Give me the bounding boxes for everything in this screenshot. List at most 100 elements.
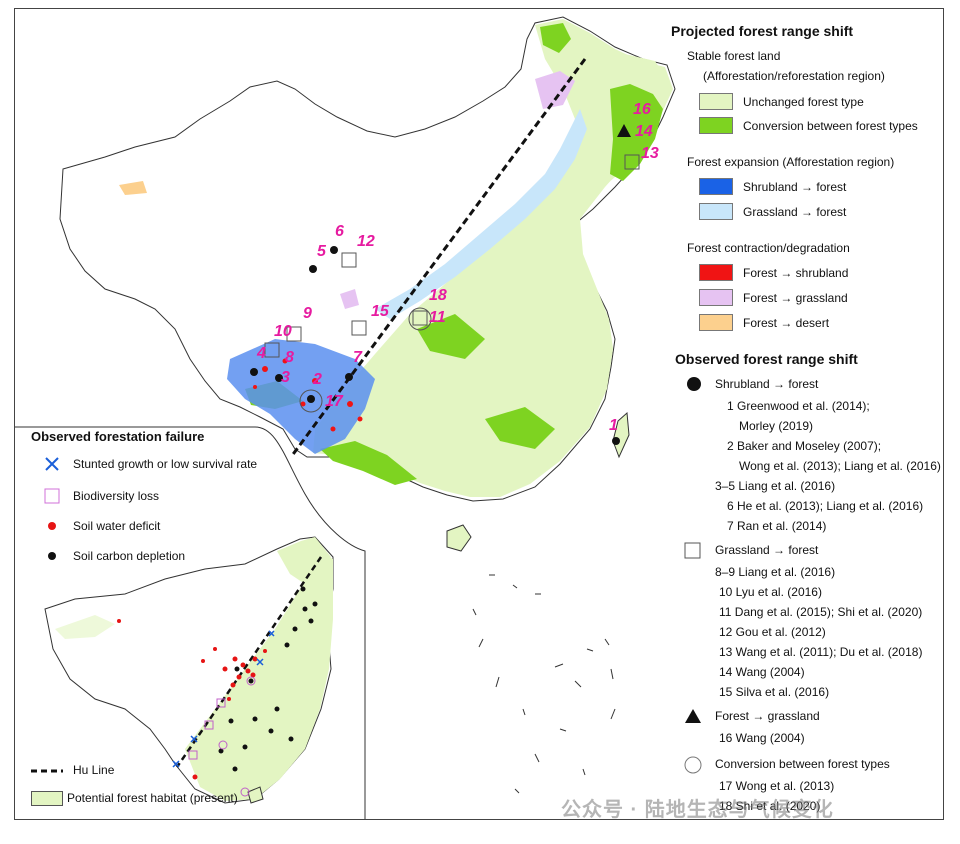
ref-2a: 2 Baker and Moseley (2007); xyxy=(727,439,882,453)
ref-3-5: 3–5 Liang et al. (2016) xyxy=(715,479,836,493)
forest-desert-patch xyxy=(119,181,147,195)
forest-grass-patch xyxy=(535,71,575,109)
marker-grass-forest-11 xyxy=(412,310,428,326)
swatch-unchanged xyxy=(699,93,733,110)
swatch-conversion xyxy=(699,117,733,134)
observed-markers xyxy=(250,124,640,445)
map-number-12: 12 xyxy=(357,233,375,250)
map-number-11: 11 xyxy=(429,309,446,326)
ref-15: 15 Silva et al. (2016) xyxy=(719,685,830,699)
ref-1a: 1 Greenwood et al. (2014); xyxy=(727,399,870,413)
map-number-16: 16 xyxy=(633,101,651,118)
legend-projected-title: Projected forest range shift xyxy=(671,23,854,39)
inset-map xyxy=(44,536,334,804)
symbol-open-circle xyxy=(684,756,702,774)
swatch-forest-shrub xyxy=(699,264,733,281)
conversion-northeast xyxy=(610,84,663,181)
black-dot-icon xyxy=(48,552,56,560)
ref-17: 17 Wong et al. (2013) xyxy=(719,779,835,793)
inset-hu-line: Hu Line xyxy=(73,763,115,777)
legend-observed-title: Observed forest range shift xyxy=(675,351,858,367)
ref-18: 18 Shi et al. (2020) xyxy=(719,799,821,813)
ref-1b: Morley (2019) xyxy=(739,419,814,433)
map-number-8: 8 xyxy=(285,349,294,366)
ref-6: 6 He et al. (2013); Liang et al. (2016) xyxy=(727,499,924,513)
swatch-forest-desert xyxy=(699,314,733,331)
marker-grass-forest-15 xyxy=(351,320,367,336)
map-number-13: 13 xyxy=(641,145,659,162)
conversion-south xyxy=(485,407,555,449)
symbol-open-square xyxy=(684,542,701,559)
watermark: 公众号 · 陆地生态与气候变化 xyxy=(561,799,834,821)
x-mark-icon xyxy=(45,457,59,471)
map-number-2: 2 xyxy=(313,371,322,388)
inset-habitat: Potential forest habitat (present) xyxy=(67,791,238,805)
map-number-3: 3 xyxy=(281,369,290,386)
marker-shrub-forest-3 xyxy=(275,374,283,382)
marker-shrub-forest-1 xyxy=(612,437,620,445)
hainan xyxy=(446,524,472,552)
pink-square-icon xyxy=(44,488,60,504)
legend-stable-sub: (Afforestation/reforestation region) xyxy=(703,69,885,83)
map-number-9: 9 xyxy=(303,305,312,322)
inset-title: Observed forestation failure xyxy=(31,429,205,444)
map-number-14: 14 xyxy=(635,123,653,140)
map-number-18: 18 xyxy=(429,287,447,304)
symbol-filled-circle xyxy=(687,377,701,391)
forest-grass-patch2 xyxy=(340,289,359,309)
swatch-forest-grass xyxy=(699,289,733,306)
map-number-10: 10 xyxy=(274,323,292,340)
legend-obs-grass: Grassland → forest xyxy=(715,543,819,557)
conversion-north xyxy=(540,23,571,53)
figure-frame: 1 2 3 4 5 6 7 8 9 10 11 12 13 14 15 16 1… xyxy=(14,8,944,821)
ref-2b: Wong et al. (2013); Liang et al. (2016) xyxy=(739,459,941,473)
ref-14: 14 Wang (2004) xyxy=(719,665,805,679)
china-map xyxy=(15,16,676,819)
marker-shrub-forest-4 xyxy=(250,368,258,376)
marker-grass-forest-8 xyxy=(264,342,280,358)
map-number-7: 7 xyxy=(353,349,362,366)
legend-grass-forest: Grassland → forest xyxy=(743,205,847,219)
symbol-filled-triangle xyxy=(685,709,701,723)
legend-obs-conversion: Conversion between forest types xyxy=(715,757,890,771)
legend-obs-shrub: Shrubland → forest xyxy=(715,377,819,391)
map-number-4: 4 xyxy=(257,345,266,362)
inset-stunted: Stunted growth or low survival rate xyxy=(73,457,258,471)
map-number-17: 17 xyxy=(325,393,343,410)
marker-conversion-18 xyxy=(408,307,432,331)
marker-forest-grass-16 xyxy=(617,124,631,137)
marker-shrub-forest-7 xyxy=(345,373,353,381)
ref-7: 7 Ran et al. (2014) xyxy=(727,519,827,533)
marker-shrub-forest-6 xyxy=(330,246,338,254)
grass-forest-belt xyxy=(375,109,587,319)
legend-unchanged: Unchanged forest type xyxy=(743,95,864,109)
conversion-central xyxy=(417,314,485,359)
inset-border xyxy=(15,426,366,819)
ref-11: 11 Dang et al. (2015); Shi et al. (2020) xyxy=(719,605,923,619)
inset-biodiversity: Biodiversity loss xyxy=(73,489,160,503)
marker-shrub-forest-2 xyxy=(307,395,315,403)
marker-conversion-17 xyxy=(299,389,323,413)
marker-grass-forest-13 xyxy=(624,154,640,170)
ref-12: 12 Gou et al. (2012) xyxy=(719,625,826,639)
legend-forest-desert: Forest → desert xyxy=(743,316,830,330)
conversion-southwest xyxy=(320,441,417,485)
map-number-5: 5 xyxy=(317,243,326,260)
legend-conversion: Conversion between forest types xyxy=(743,119,918,133)
legend-stable-heading: Stable forest land xyxy=(687,49,781,63)
inset-soil-carbon: Soil carbon depletion xyxy=(73,549,186,563)
swatch-shrub-forest xyxy=(699,178,733,195)
hu-line xyxy=(289,58,587,458)
dashed-line-icon xyxy=(31,769,63,773)
ref-16: 16 Wang (2004) xyxy=(719,731,805,745)
map-number-6: 6 xyxy=(335,223,344,240)
ref-8-9: 8–9 Liang et al. (2016) xyxy=(715,565,836,579)
inset-soil-water: Soil water deficit xyxy=(73,519,161,533)
swatch-grass-forest xyxy=(699,203,733,220)
legend-shrub-forest: Shrubland → forest xyxy=(743,180,847,194)
legend-forest-shrub: Forest → shrubland xyxy=(743,266,849,280)
marker-shrub-forest-5 xyxy=(309,265,317,273)
marker-grass-forest-12 xyxy=(341,252,357,268)
legend-obs-forest-grass: Forest → grassland xyxy=(715,709,820,723)
ref-13: 13 Wang et al. (2011); Du et al. (2018) xyxy=(719,645,923,659)
